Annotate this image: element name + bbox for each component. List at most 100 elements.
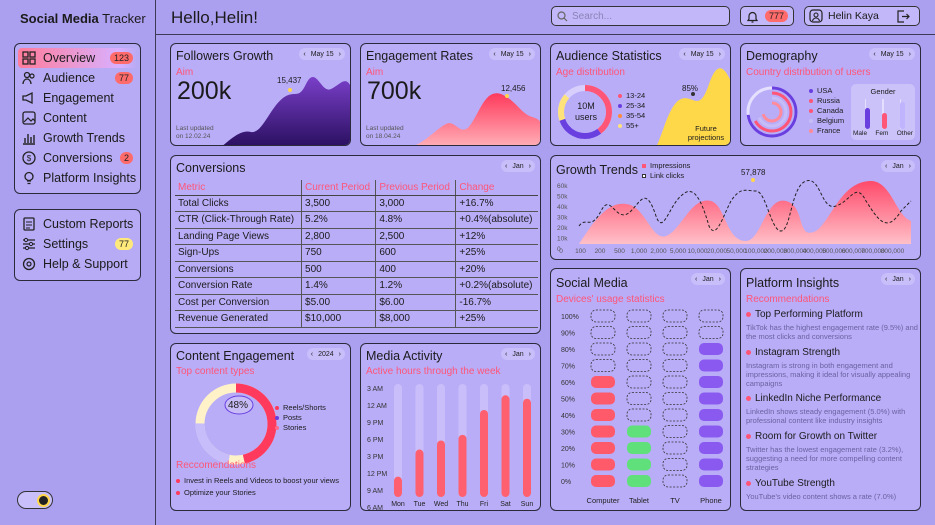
device-cell bbox=[590, 359, 616, 372]
y-tick-label: 40% bbox=[561, 413, 575, 420]
day-label: Sat bbox=[500, 501, 511, 508]
card-title: Platform Insights bbox=[746, 276, 840, 290]
sidebar-item-custom-reports[interactable]: Custom Reports bbox=[18, 214, 137, 234]
sidebar-item-overview[interactable]: Overview 123 bbox=[18, 48, 137, 68]
period-selector[interactable]: ‹ Jan › bbox=[881, 160, 915, 172]
day-label: Mon bbox=[391, 501, 405, 508]
sidebar-item-settings[interactable]: Settings 77 bbox=[18, 234, 137, 254]
sidebar-item-platform-insights[interactable]: Platform Insights bbox=[18, 168, 137, 188]
user-menu[interactable]: Helin Kaya bbox=[804, 6, 920, 26]
dollar-icon: $ bbox=[22, 151, 36, 165]
y-tick-label: 30% bbox=[561, 430, 575, 437]
device-cell bbox=[699, 392, 723, 405]
x-tick-label: 0 bbox=[559, 248, 563, 255]
period-selector[interactable]: ‹ Jan › bbox=[501, 160, 535, 172]
device-cell bbox=[699, 458, 723, 471]
device-cell bbox=[591, 409, 615, 421]
sidebar-item-engagement[interactable]: Engagement bbox=[18, 88, 137, 108]
notifications-button[interactable]: 777 bbox=[740, 6, 794, 26]
table-cell: 1.2% bbox=[375, 277, 456, 295]
table-row: CTR (Click-Through Rate) 5.2% 4.8% +0.4%(ab… bbox=[175, 211, 538, 229]
period-selector[interactable]: ‹ 2024 › bbox=[306, 348, 345, 360]
period-selector[interactable]: ‹ May 15 › bbox=[679, 48, 725, 60]
table-cell: $6.00 bbox=[375, 294, 456, 311]
followers-growth-card: Followers Growth ‹ May 15 › Aim 200k 15,43… bbox=[170, 43, 351, 146]
y-tick-label: 6 AM bbox=[367, 505, 383, 511]
gender-chart: Gender Male Fem Other bbox=[851, 84, 915, 140]
country-legend: USA Russia Canada Belgium France bbox=[809, 86, 844, 136]
peak-marker bbox=[288, 88, 292, 92]
device-cell bbox=[662, 375, 688, 389]
y-tick-label: 10% bbox=[561, 463, 575, 470]
y-tick-label: 9 AM bbox=[367, 488, 383, 495]
device-cell bbox=[626, 359, 652, 372]
period-selector[interactable]: ‹ May 15 › bbox=[489, 48, 535, 60]
gender-bar bbox=[865, 108, 870, 129]
table-cell: +20% bbox=[455, 261, 538, 278]
table-cell: +0.4%(absolute) bbox=[455, 211, 538, 229]
table-cell: 3,000 bbox=[375, 195, 456, 212]
followers-area bbox=[223, 77, 350, 145]
x-tick-label: 100 bbox=[575, 248, 586, 255]
bell-icon bbox=[746, 11, 759, 23]
y-tick-label: 12 AM bbox=[367, 403, 387, 410]
sidebar-item-growth-trends[interactable]: Growth Trends bbox=[18, 128, 137, 148]
sidebar-item-conversions[interactable]: $ Conversions 2 bbox=[18, 148, 137, 168]
sidebar-item-help-support[interactable]: Help & Support bbox=[18, 254, 137, 274]
table-cell: Conversion Rate bbox=[175, 277, 302, 295]
device-cell bbox=[662, 425, 688, 438]
sidebar-item-audience[interactable]: Audience 77 bbox=[18, 68, 137, 88]
device-label: Phone bbox=[700, 496, 722, 505]
period-selector[interactable]: ‹ Jan › bbox=[501, 348, 535, 360]
column-header: Change bbox=[455, 180, 538, 196]
theme-toggle[interactable] bbox=[17, 491, 53, 509]
card-title: Media Activity bbox=[366, 349, 443, 363]
device-cell bbox=[699, 475, 723, 487]
column-header: Current Period bbox=[301, 180, 376, 196]
header-divider bbox=[156, 34, 935, 35]
sidebar-item-content[interactable]: Content bbox=[18, 108, 137, 128]
percent-label: 48% bbox=[228, 400, 249, 411]
country-rings bbox=[746, 86, 798, 138]
x-tick-label: 500 bbox=[614, 248, 625, 255]
recommendations-title: Reccomendations bbox=[176, 460, 257, 471]
x-tick-label: 500,000 bbox=[822, 248, 846, 255]
device-cell bbox=[591, 442, 615, 454]
y-tick-label: 0% bbox=[561, 479, 571, 486]
x-tick-label: 5,000 bbox=[670, 248, 687, 255]
insight-heading: Room for Growth on Twitter bbox=[746, 431, 877, 442]
y-tick-label: 60k bbox=[557, 183, 568, 190]
day-label: Tue bbox=[414, 501, 426, 508]
table-cell: Total Clicks bbox=[175, 195, 302, 212]
engagement-chart bbox=[415, 93, 540, 145]
period-selector[interactable]: ‹ Jan › bbox=[691, 273, 725, 285]
x-tick-label: 50,000 bbox=[727, 248, 747, 255]
engagement-area bbox=[415, 93, 540, 145]
last-updated: Last updated on 12.02.24 bbox=[176, 125, 214, 140]
table-cell: $5.00 bbox=[301, 294, 376, 311]
table-cell: CTR (Click-Through Rate) bbox=[175, 211, 302, 229]
platform-insights-card: Platform Insights ‹ Jan › Recommendations … bbox=[740, 268, 921, 511]
device-cell bbox=[626, 375, 652, 389]
y-tick-label: 3 AM bbox=[367, 386, 383, 393]
period-selector[interactable]: ‹ Jan › bbox=[881, 273, 915, 285]
logout-icon[interactable] bbox=[896, 10, 910, 23]
page-title: Hello,Helin! bbox=[171, 8, 258, 27]
period-selector[interactable]: ‹ May 15 › bbox=[299, 48, 345, 60]
device-cell bbox=[627, 475, 651, 487]
search-input[interactable]: Search... bbox=[551, 6, 730, 26]
age-legend: 13-24 25-34 35-54 55+ bbox=[618, 91, 645, 131]
device-cell bbox=[591, 458, 615, 471]
table-cell: 2,500 bbox=[375, 228, 456, 245]
table-cell: +16.7% bbox=[455, 195, 538, 212]
activity-bar bbox=[437, 440, 445, 497]
growth-trends-card: Growth Trends ‹ Jan › Impressions Link cli… bbox=[550, 155, 921, 260]
y-tick-label: 9 PM bbox=[367, 420, 384, 427]
table-cell: Sign-Ups bbox=[175, 244, 302, 262]
y-tick-label: 80% bbox=[561, 347, 575, 354]
device-cell bbox=[699, 409, 723, 421]
device-cell bbox=[699, 359, 723, 372]
x-tick-label: 10,000 bbox=[688, 248, 708, 255]
megaphone-icon bbox=[22, 91, 33, 105]
period-selector[interactable]: ‹ May 15 › bbox=[869, 48, 915, 60]
